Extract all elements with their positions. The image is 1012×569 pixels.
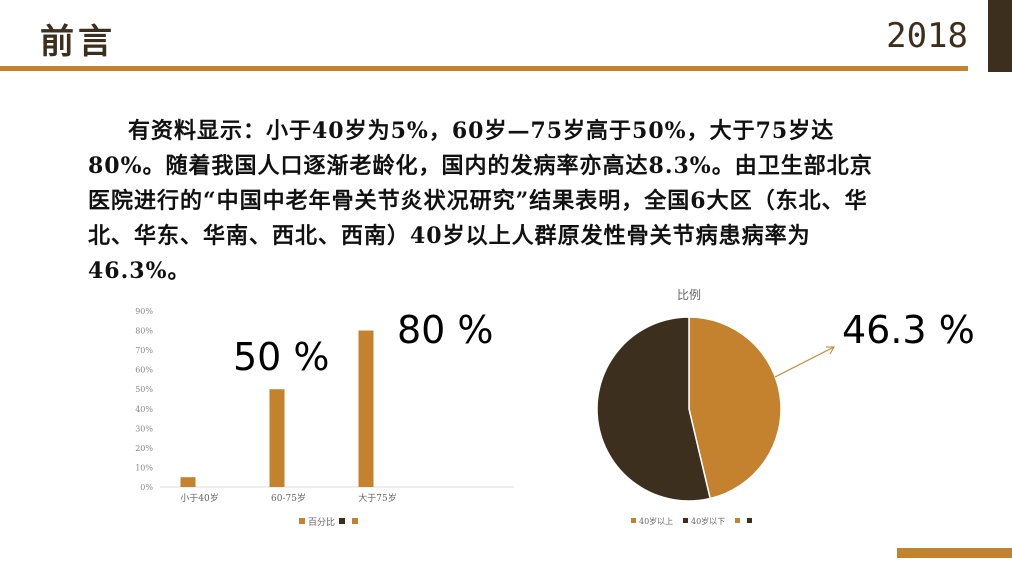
legend-swatch (683, 518, 688, 523)
y-tick-label: 10% (135, 463, 153, 472)
bar-chart: 0% 10% 20% 30% 40% 50% 60% 70% 80% 90% 小于40岁 60-75岁… (135, 307, 514, 528)
legend-swatch (339, 518, 345, 524)
callout-80: 80 % (397, 308, 494, 352)
callout-50: 50 % (233, 335, 330, 379)
legend-label: 百分比 (308, 516, 335, 528)
y-tick-label: 30% (135, 424, 153, 433)
pie-slice (596, 316, 712, 502)
header-divider (0, 66, 968, 71)
callout-46: 46.3 % (842, 308, 975, 352)
legend-swatch (747, 518, 752, 523)
bar (358, 330, 374, 487)
bar (180, 477, 196, 487)
legend-swatch (299, 518, 305, 524)
legend-label: 40岁以上 (639, 516, 673, 526)
page-title: 前言 (40, 22, 116, 62)
y-tick-label: 40% (135, 405, 153, 414)
legend-label: 40岁以下 (691, 516, 725, 526)
pie-title: 比例 (677, 288, 701, 302)
legend-swatch (352, 518, 358, 524)
pie-chart: 比例 40岁以上 40岁以下 (596, 288, 782, 526)
year-label: 2018 (886, 16, 968, 56)
x-tick-label: 大于75岁 (358, 492, 396, 504)
body-paragraph: 有资料显示：小于40岁为5%，60岁—75岁高于50%，大于75岁达80%。随着… (88, 118, 873, 284)
x-tick-label: 小于40岁 (180, 492, 218, 504)
y-tick-label: 0% (140, 483, 153, 492)
callout-arrow (774, 346, 835, 378)
bar (269, 389, 285, 487)
footer-bar (897, 548, 1012, 558)
y-tick-label: 50% (135, 385, 153, 394)
arrow-head-icon (826, 346, 835, 355)
y-tick-label: 70% (135, 346, 153, 355)
corner-block (988, 0, 1012, 72)
y-tick-label: 20% (135, 444, 153, 453)
y-tick-label: 80% (135, 327, 153, 336)
y-tick-label: 90% (135, 307, 153, 316)
x-tick-label: 60-75岁 (271, 492, 306, 504)
pie-slice (688, 316, 782, 500)
y-tick-label: 60% (135, 366, 153, 375)
legend-swatch (735, 518, 740, 523)
legend-swatch (631, 518, 636, 523)
